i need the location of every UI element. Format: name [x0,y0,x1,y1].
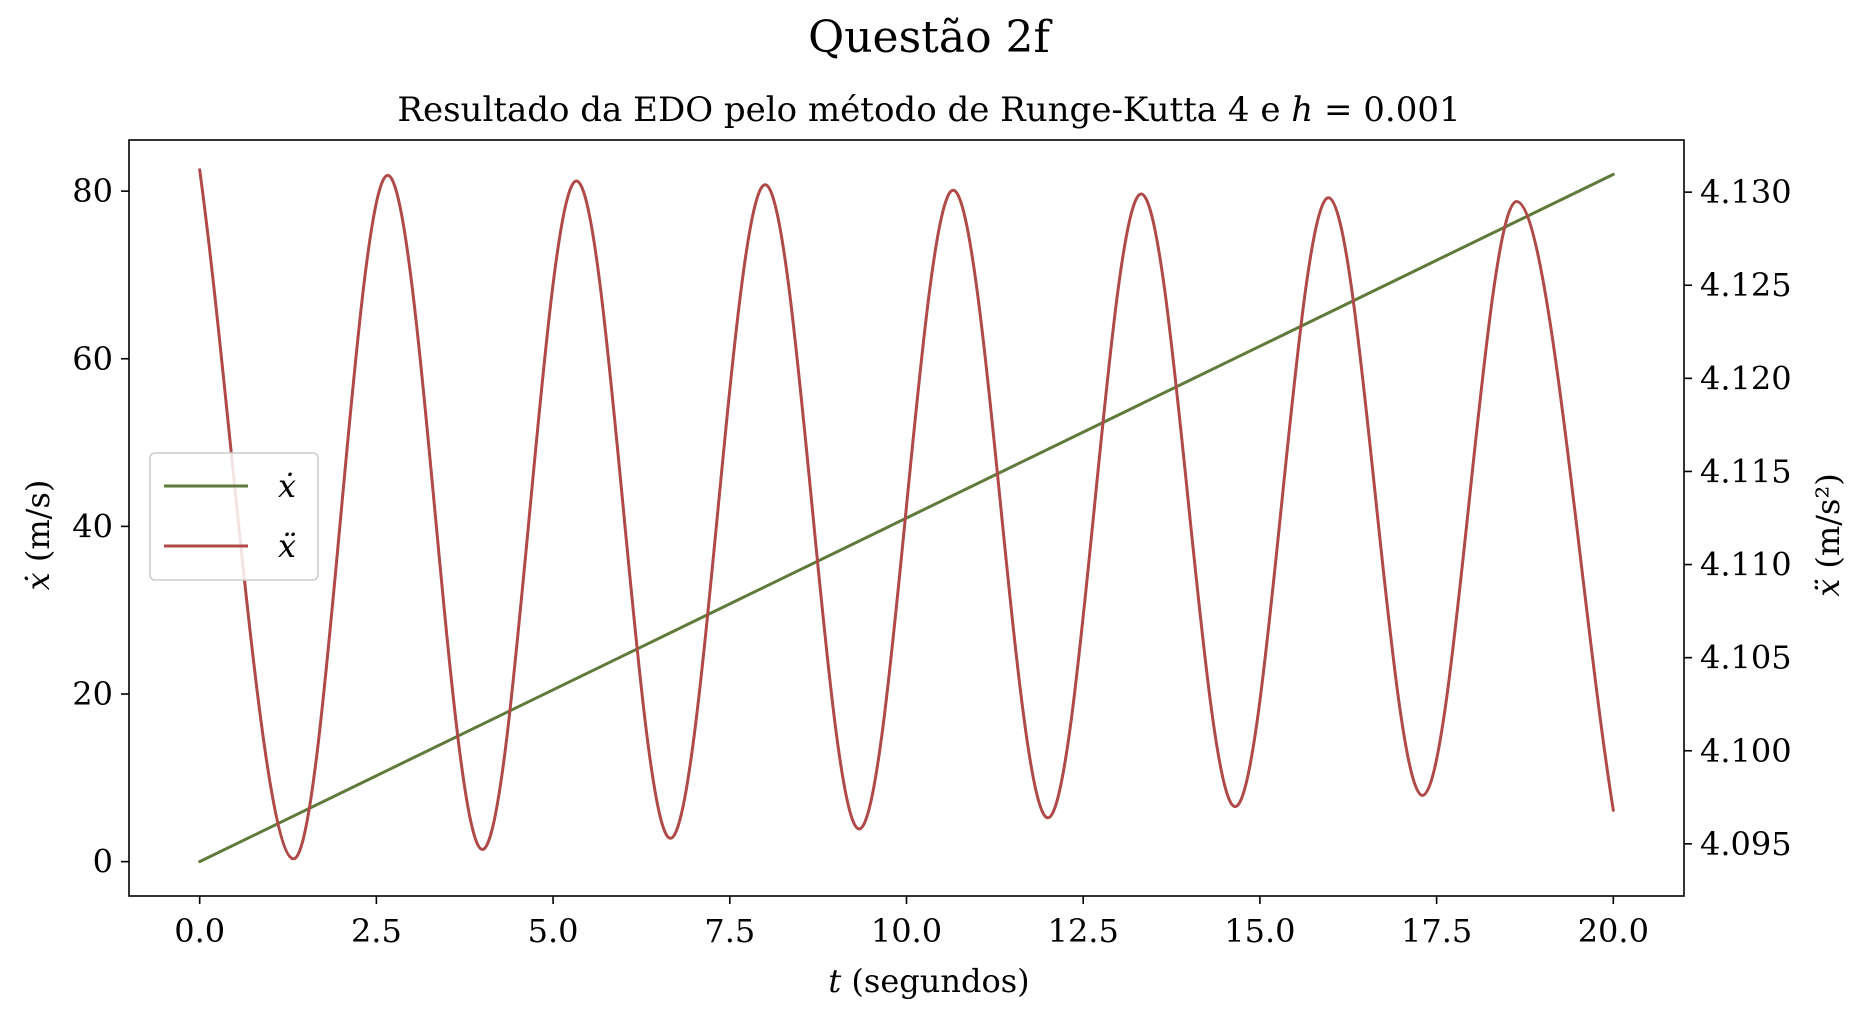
subtitle-text: Resultado da EDO pelo método de Runge-Ku… [397,90,1292,130]
legend-label: ẋ [278,467,296,505]
x-axis-label: t (segundos) [0,962,1858,1000]
x-tick-label: 10.0 [871,912,942,950]
y-axis-left-label-text: (m/s) [19,479,57,573]
y-left-tick-label: 40 [72,507,113,545]
x-tick-label: 2.5 [351,912,402,950]
subtitle-math-var: h [1291,90,1314,130]
y-right-tick-label: 4.110 [1700,546,1792,584]
y-axis-left-label: ẋ (m/s) [19,480,57,591]
y-left-tick-label: 80 [72,172,113,210]
legend: ẋẍ [149,452,319,581]
y-left-tick-label: 60 [72,340,113,378]
y-right-tick-label: 4.120 [1700,359,1792,397]
chart-subtitle: Resultado da EDO pelo método de Runge-Ku… [0,90,1858,130]
y-right-tick-label: 4.115 [1700,452,1792,490]
series-lines [198,168,1615,864]
x-axis-label-text: (segundos) [841,962,1030,1000]
x-tick-label: 7.5 [704,912,755,950]
y-left-tick-label: 0 [93,843,113,881]
x-tick-label: 0.0 [174,912,225,950]
figure-title: Questão 2f [808,12,1050,63]
x-tick-label: 5.0 [528,912,579,950]
x-axis-label-var: t [828,962,842,1000]
x-axis-ticks: 0.0 2.5 5.0 7.5 10.0 12.5 15.0 17.5 20.0 [174,896,1649,950]
y-axis-right-label-var: ẍ [1809,578,1847,597]
x-tick-label: 12.5 [1048,912,1119,950]
series-line-acceleration [198,168,1615,861]
y-right-tick-label: 4.095 [1700,825,1792,863]
x-tick-label: 17.5 [1401,912,1472,950]
y-right-tick-label: 4.105 [1700,639,1792,677]
y-axis-right-ticks: 4.095 4.100 4.105 4.110 4.115 4.120 4.125 4.130 [1684,173,1792,863]
y-left-tick-label: 20 [72,675,113,713]
legend-label: ẍ [278,527,296,565]
y-axis-right-label-text: (m/s²) [1809,473,1847,579]
subtitle-math-rest: = 0.001 [1313,90,1461,130]
x-tick-label: 15.0 [1224,912,1295,950]
y-right-tick-label: 4.130 [1700,173,1792,211]
y-axis-right-label: ẍ (m/s²) [1809,473,1847,597]
y-right-tick-label: 4.125 [1700,266,1792,304]
x-tick-label: 20.0 [1578,912,1649,950]
y-axis-left-ticks: 0 20 40 60 80 [72,172,129,881]
y-right-tick-label: 4.100 [1700,732,1792,770]
y-axis-left-label-var: ẋ [19,572,57,591]
